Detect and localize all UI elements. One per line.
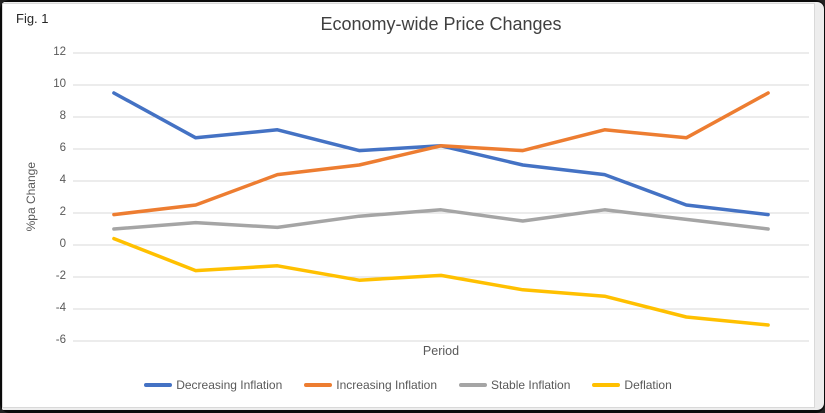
series-line-stable-inflation [112, 208, 770, 231]
legend-item: Increasing Inflation [304, 378, 437, 392]
y-axis-tick-label: -6 [55, 334, 66, 346]
y-axis-tick-label: 10 [53, 78, 66, 90]
y-axis-tick-label: 0 [59, 238, 66, 250]
y-axis-tick-label: -4 [55, 302, 66, 314]
y-axis-tick-label: 4 [59, 174, 66, 186]
y-axis-tick-label: 2 [59, 206, 66, 218]
series-line-increasing-inflation [112, 91, 770, 217]
y-axis-tick-label: 12 [53, 46, 66, 58]
legend-swatch [592, 383, 621, 387]
series-lines [112, 91, 770, 327]
figure-label: Fig. 1 [16, 11, 49, 26]
legend-swatch [459, 383, 488, 387]
y-axis-tick-label: 8 [59, 110, 66, 122]
y-axis-tick-labels: 12 10 8 6 4 2 0 -2 -4 -6 [0, 0, 66, 413]
chart-title: Economy-wide Price Changes [320, 14, 562, 34]
series-line-deflation [112, 236, 770, 327]
y-axis-tick-label: -2 [55, 270, 66, 282]
y-axis-tick-label: 6 [59, 142, 66, 154]
y-axis-title: %pa Change [24, 162, 38, 232]
legend-label: Decreasing Inflation [176, 378, 283, 392]
gridlines [73, 52, 809, 342]
legend: Decreasing Inflation Increasing Inflation… [0, 378, 816, 392]
legend-item: Decreasing Inflation [144, 378, 282, 392]
legend-swatch [304, 383, 333, 387]
x-axis-title: Period [422, 344, 460, 358]
legend-label: Increasing Inflation [336, 378, 438, 392]
legend-label: Stable Inflation [491, 378, 571, 392]
legend-label: Deflation [624, 378, 672, 392]
legend-item: Deflation [592, 378, 672, 392]
series-line-decreasing-inflation [112, 91, 770, 217]
legend-item: Stable Inflation [459, 378, 570, 392]
legend-swatch [144, 383, 173, 387]
